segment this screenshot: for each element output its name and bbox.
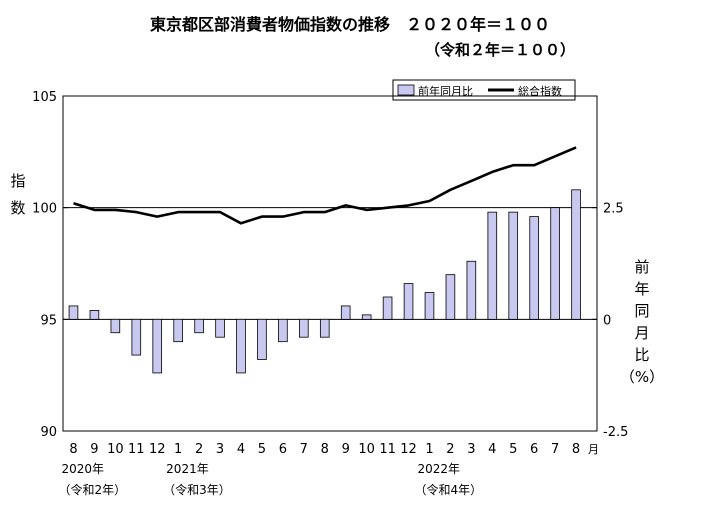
right-axis-label-char-2: 同 <box>634 302 649 320</box>
bar-21 <box>508 211 519 320</box>
right-axis-label: 前年同月比 （%） <box>620 258 664 386</box>
right-tick-label-2: -2.5 <box>603 425 628 440</box>
x-tick-label-18: 2 <box>446 442 454 457</box>
plot-frame <box>62 95 598 432</box>
bar-17 <box>424 292 435 320</box>
bar-22 <box>529 216 539 320</box>
x-tick-label-12: 8 <box>321 442 329 457</box>
era-label-0: （令和2年） <box>58 482 126 497</box>
x-tick-label-23: 7 <box>551 442 559 457</box>
x-tick-label-21: 5 <box>509 442 517 457</box>
bar-1 <box>89 309 100 320</box>
x-tick-label-22: 6 <box>530 442 538 457</box>
legend-bar-swatch <box>397 84 415 96</box>
left-tick-label-1: 100 <box>32 202 57 217</box>
chart-title: 東京都区部消費者物価指数の推移 ２０２０年＝１００ <box>150 15 550 34</box>
right-axis-label-char-0: 前 <box>634 258 649 276</box>
x-tick-label-16: 12 <box>400 442 417 457</box>
bar-24 <box>571 189 581 320</box>
bar-7 <box>215 318 225 338</box>
bar-23 <box>550 207 560 320</box>
x-unit-label: 月 <box>588 443 599 456</box>
right-axis-label-char-5: （%） <box>620 368 664 386</box>
x-tick-label-13: 9 <box>342 442 350 457</box>
era-label-1: （令和3年） <box>163 482 231 497</box>
left-tick-label-2: 95 <box>40 313 57 328</box>
x-tick-label-15: 11 <box>379 442 396 457</box>
bar-series <box>68 189 581 374</box>
chart-subtitle: （令和２年＝１００） <box>425 41 575 59</box>
x-axis: 8 9 10 11 12 1 2 3 4 5 6 7 8 9 10 11 12 1 2 3 4 5 6 7 8 月2020年（令和… <box>58 442 599 497</box>
bar-3 <box>131 318 142 356</box>
bar-14 <box>361 314 372 320</box>
x-tick-label-3: 11 <box>128 442 145 457</box>
left-tick-label-0: 105 <box>32 90 57 105</box>
bar-8 <box>236 318 246 374</box>
bar-16 <box>403 283 414 320</box>
x-tick-label-17: 1 <box>425 442 433 457</box>
year-label-0: 2020年 <box>61 462 104 476</box>
x-tick-label-4: 12 <box>149 442 166 457</box>
bar-19 <box>466 260 477 320</box>
bar-18 <box>445 274 456 320</box>
x-tick-label-6: 2 <box>195 442 203 457</box>
year-label-1: 2021年 <box>166 462 209 476</box>
x-tick-label-1: 9 <box>90 442 98 457</box>
bar-6 <box>194 318 204 334</box>
left-axis: 105 100 95 90 <box>32 90 68 440</box>
bar-5 <box>173 318 183 343</box>
index-line <box>73 146 577 225</box>
year-label-2: 2022年 <box>417 462 460 476</box>
right-axis-label-char-1: 年 <box>634 280 649 298</box>
bar-0 <box>68 305 79 320</box>
bar-9 <box>257 318 267 360</box>
legend-label-line: 総合指数 <box>518 84 562 98</box>
legend: 前年同月比 総合指数 <box>392 79 576 101</box>
bar-10 <box>278 318 288 343</box>
x-tick-label-24: 8 <box>572 442 580 457</box>
right-tick-label-0: 2.5 <box>603 202 624 217</box>
x-tick-label-8: 4 <box>237 442 245 457</box>
x-tick-label-5: 1 <box>174 442 182 457</box>
x-tick-label-20: 4 <box>488 442 496 457</box>
bar-15 <box>382 296 393 320</box>
left-axis-label-char-0: 指 <box>10 172 25 190</box>
bar-12 <box>319 318 330 338</box>
left-axis-label: 指数 <box>10 172 25 217</box>
legend-label-bar: 前年同月比 <box>418 84 473 98</box>
bar-20 <box>487 211 498 320</box>
x-tick-label-7: 3 <box>216 442 224 457</box>
x-tick-label-10: 6 <box>279 442 287 457</box>
x-tick-label-2: 10 <box>107 442 124 457</box>
right-axis-label-char-3: 月 <box>634 324 649 342</box>
x-tick-label-9: 5 <box>258 442 266 457</box>
era-label-2: （令和4年） <box>414 482 482 497</box>
bar-2 <box>110 318 121 334</box>
right-tick-label-1: 0 <box>603 313 611 328</box>
x-tick-label-0: 8 <box>69 442 77 457</box>
x-tick-label-14: 10 <box>358 442 375 457</box>
left-axis-label-char-1: 数 <box>10 199 25 217</box>
line-series <box>73 146 577 225</box>
plot-area-border <box>62 95 598 432</box>
x-tick-label-19: 3 <box>467 442 475 457</box>
bar-11 <box>299 318 309 338</box>
right-axis-label-char-4: 比 <box>634 346 649 364</box>
x-tick-label-11: 7 <box>300 442 308 457</box>
bar-4 <box>152 318 163 374</box>
bar-13 <box>340 305 351 320</box>
right-axis: 2.5 0 -2.5 <box>592 202 628 440</box>
left-tick-label-3: 90 <box>40 425 57 440</box>
legend-box <box>392 79 576 101</box>
